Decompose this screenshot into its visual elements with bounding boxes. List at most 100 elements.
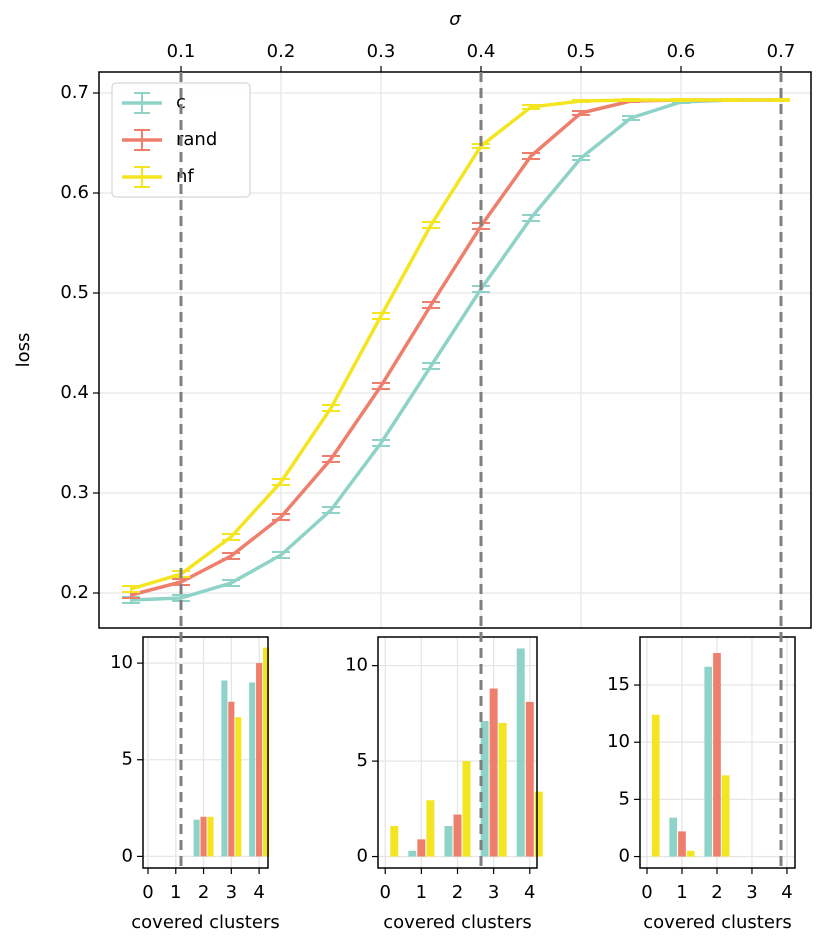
- x-tick-label: 0.5: [567, 41, 596, 62]
- error-bar: [622, 98, 640, 102]
- bar: [721, 775, 730, 857]
- error-bar: [672, 98, 690, 102]
- bar: [534, 791, 543, 857]
- error-bar: [272, 478, 290, 486]
- x-tick-label: 1: [170, 882, 181, 903]
- y-axis-label: loss: [13, 333, 34, 368]
- error-bar: [772, 98, 790, 102]
- error-bar: [122, 585, 140, 593]
- bar: [193, 819, 200, 857]
- x-tick-label: 0.3: [367, 41, 396, 62]
- bar: [426, 800, 435, 857]
- y-tick-label: 5: [122, 749, 133, 770]
- bar: [669, 817, 678, 857]
- x-tick-label: 0.6: [667, 41, 696, 62]
- y-tick-label: 15: [607, 674, 630, 695]
- legend-label: rand: [176, 129, 217, 150]
- y-tick-label: 0: [357, 846, 368, 867]
- bar: [249, 682, 256, 857]
- x-tick-label: 4: [253, 882, 264, 903]
- y-tick-label: 5: [619, 788, 630, 809]
- y-tick-label: 0.2: [60, 582, 89, 603]
- error-bar: [322, 455, 340, 463]
- x-tick-label: 1: [416, 882, 427, 903]
- bar: [678, 831, 686, 857]
- error-bar: [372, 439, 390, 447]
- y-tick-label: 10: [345, 655, 368, 676]
- error-bar: [422, 301, 440, 309]
- bar: [207, 816, 214, 857]
- bar: [525, 701, 534, 857]
- y-tick-label: 10: [607, 731, 630, 752]
- error-bar: [222, 579, 240, 587]
- bar: [516, 648, 525, 857]
- y-tick-label: 10: [110, 652, 133, 673]
- y-tick-label: 0.3: [60, 482, 89, 503]
- y-tick-label: 0.6: [60, 182, 89, 203]
- error-bar: [622, 115, 640, 121]
- bar: [390, 826, 399, 857]
- x-tick-label: 4: [524, 882, 535, 903]
- error-bar: [272, 513, 290, 521]
- x-tick-label: 0: [142, 882, 153, 903]
- error-bar: [322, 404, 340, 412]
- x-axis-label: σ: [449, 9, 461, 30]
- y-tick-label: 5: [357, 750, 368, 771]
- y-tick-label: 0.7: [60, 82, 89, 103]
- x-axis-label: covered clusters: [131, 912, 279, 933]
- error-bar: [272, 551, 290, 559]
- x-tick-label: 0.7: [767, 41, 796, 62]
- bar: [444, 826, 453, 857]
- x-tick-label: 0.1: [167, 41, 196, 62]
- error-bar: [522, 152, 540, 160]
- error-bar: [572, 155, 590, 161]
- error-bar: [322, 506, 340, 514]
- y-tick-label: 0: [122, 845, 133, 866]
- error-bar: [572, 99, 590, 103]
- bar: [235, 717, 242, 857]
- bar: [221, 680, 228, 857]
- error-bar: [722, 98, 740, 102]
- x-axis-label: covered clusters: [383, 912, 531, 933]
- bar: [489, 688, 498, 857]
- bar: [263, 647, 270, 857]
- bar: [408, 850, 417, 857]
- error-bar: [222, 552, 240, 560]
- error-bar: [222, 533, 240, 541]
- line: [130, 98, 781, 602]
- error-bar: [572, 110, 590, 116]
- x-tick-label: 1: [676, 882, 687, 903]
- axes-frame: [639, 636, 796, 869]
- axes-frame: [142, 636, 269, 869]
- error-bar: [372, 382, 390, 390]
- bar: [498, 722, 507, 857]
- bar: [480, 721, 489, 857]
- error-bar: [422, 362, 440, 370]
- bar: [256, 663, 263, 857]
- bar: [651, 714, 660, 857]
- x-tick-label: 4: [781, 882, 792, 903]
- x-tick-label: 2: [711, 882, 722, 903]
- bar: [462, 761, 471, 857]
- bar: [704, 666, 713, 857]
- legend-label: c: [176, 92, 186, 113]
- x-axis-label: covered clusters: [643, 912, 791, 933]
- x-tick-label: 0: [380, 882, 391, 903]
- bar: [453, 814, 462, 857]
- y-tick-label: 0.5: [60, 282, 89, 303]
- x-tick-label: 3: [746, 882, 757, 903]
- axes-frame: [98, 71, 812, 629]
- x-tick-label: 0.4: [467, 41, 496, 62]
- axes-frame: [377, 636, 538, 869]
- x-tick-label: 0.2: [267, 41, 296, 62]
- bar: [713, 653, 721, 857]
- error-bar: [422, 221, 440, 229]
- x-tick-label: 0: [641, 882, 652, 903]
- bar: [686, 850, 695, 857]
- x-tick-label: 2: [452, 882, 463, 903]
- x-tick-label: 2: [198, 882, 209, 903]
- subplot: 0 1 2 3 4 0 5 10 15 covered clusters: [607, 636, 796, 933]
